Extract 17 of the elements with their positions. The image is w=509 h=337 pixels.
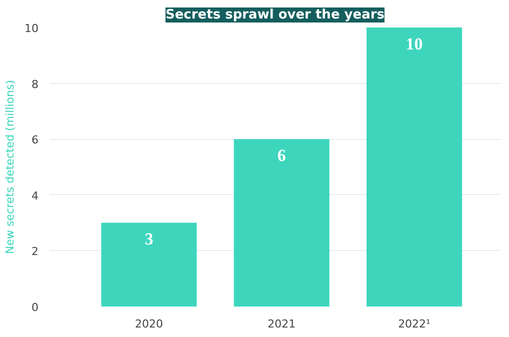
data-label: 10 xyxy=(406,34,423,54)
y-tick-label: 0 xyxy=(32,301,38,314)
bar xyxy=(366,28,462,306)
data-label: 6 xyxy=(277,146,286,165)
y-tick-label: 4 xyxy=(32,189,38,202)
y-tick-label: 6 xyxy=(32,134,38,147)
y-axis-title: New secrets detected (millions) xyxy=(4,80,17,254)
bar xyxy=(101,222,197,306)
y-tick-label: 8 xyxy=(32,78,38,91)
x-tick-label: 2022¹ xyxy=(398,318,430,330)
y-tick-label: 2 xyxy=(32,245,38,258)
data-label: 3 xyxy=(144,230,154,249)
chart-title: Secrets sprawl over the years xyxy=(166,8,385,22)
bar xyxy=(234,139,330,306)
x-tick-label: 2020 xyxy=(134,318,163,330)
y-tick-label: 10 xyxy=(24,22,39,35)
x-tick-label: 2021 xyxy=(268,318,296,330)
